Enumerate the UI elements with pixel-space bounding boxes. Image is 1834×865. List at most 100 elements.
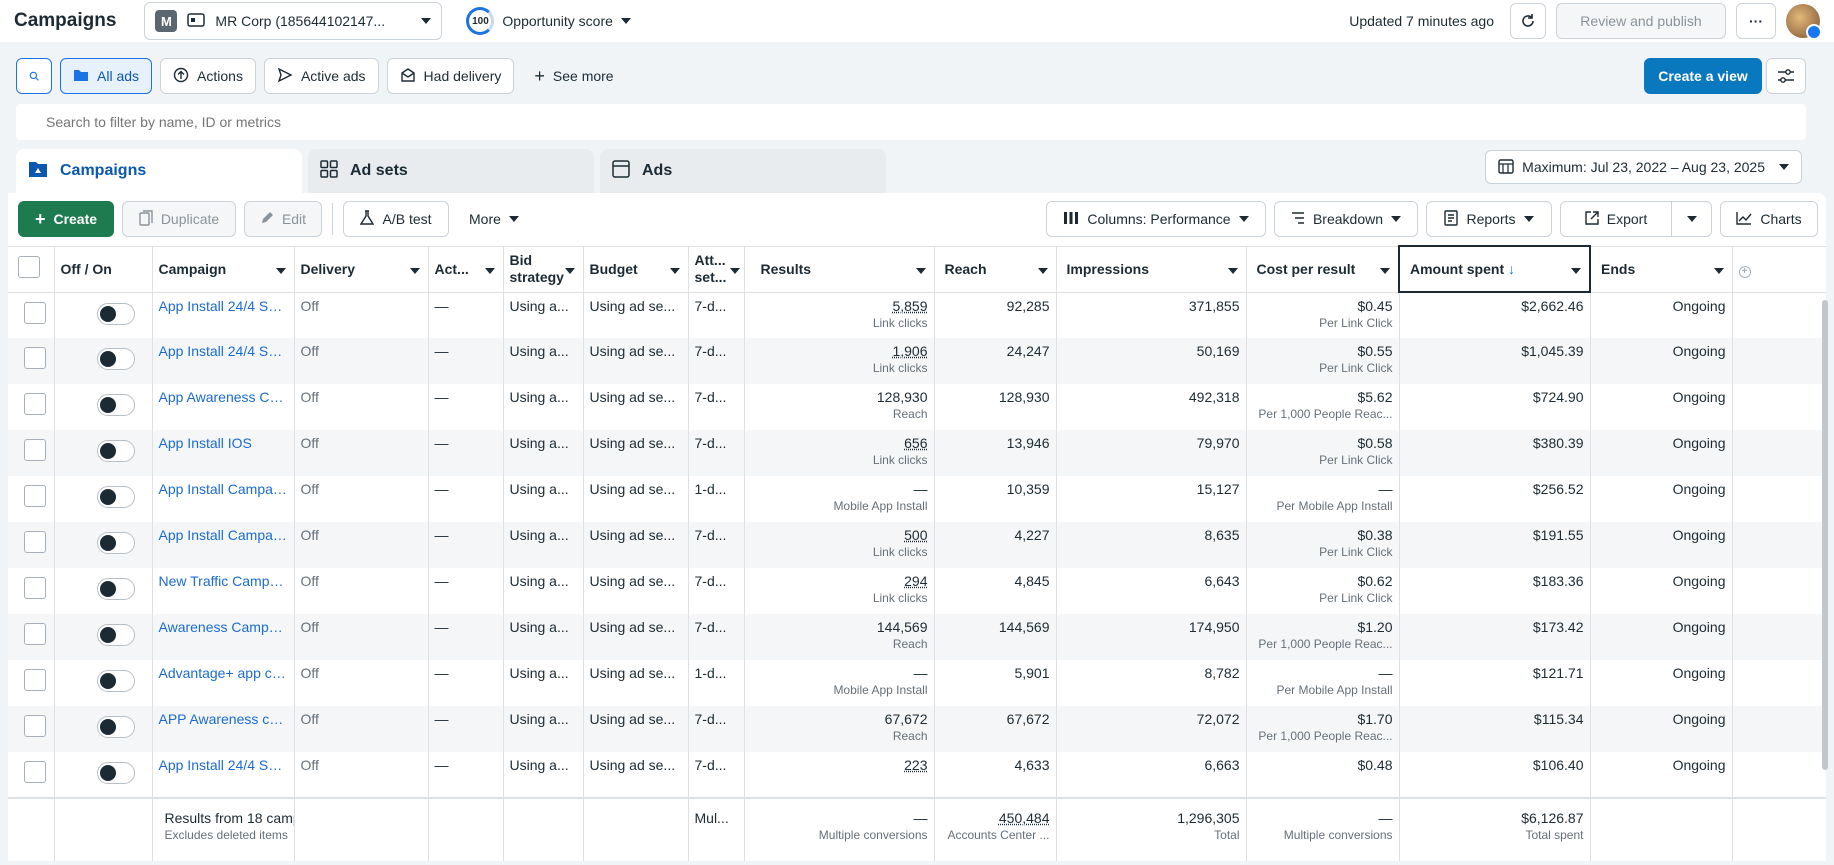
chevron-down-icon (409, 267, 420, 274)
export-options-button[interactable] (1672, 201, 1712, 237)
chevron-down-icon (915, 267, 926, 274)
col-cost-per-result[interactable]: Cost per result (1246, 245, 1400, 293)
search-toggle-button[interactable] (16, 58, 52, 94)
row-checkbox[interactable] (24, 301, 46, 324)
campaign-name[interactable]: App Install 24/4 SK -... (152, 752, 295, 798)
campaign-toggle[interactable] (96, 394, 135, 416)
row-checkbox[interactable] (24, 761, 46, 783)
table-row[interactable]: App Install Campaig... Off — Using a... Usin… (8, 476, 1826, 522)
table-row[interactable]: App Install 24/4 SK -... Off — Using a... Us… (8, 338, 1826, 384)
export-button[interactable]: Export (1560, 201, 1672, 237)
row-checkbox[interactable] (24, 715, 46, 737)
campaign-name[interactable]: Awareness Campaig... (152, 614, 295, 660)
campaign-name[interactable]: App Install 24/4 SK -... (152, 338, 295, 384)
table-row[interactable]: App Install Campaig... Off — Using a... Usin… (8, 522, 1826, 568)
row-checkbox[interactable] (24, 577, 46, 599)
table-row[interactable]: New Traffic Campaig... Off — Using a... Usin… (8, 568, 1826, 614)
breakdown-button[interactable]: Breakdown (1274, 201, 1418, 237)
campaign-name[interactable]: App Awareness Cam... (152, 384, 295, 430)
col-attribution[interactable]: Att... set... (688, 245, 745, 293)
row-checkbox[interactable] (24, 347, 46, 369)
row-checkbox[interactable] (24, 439, 46, 461)
campaign-toggle[interactable] (96, 302, 135, 325)
campaign-toggle[interactable] (96, 532, 135, 554)
filter-had-delivery[interactable]: Had delivery (386, 58, 515, 94)
see-more-button[interactable]: + See more (522, 58, 625, 94)
more-menu-button[interactable]: More (457, 201, 531, 237)
create-view-button[interactable]: Create a view (1644, 58, 1762, 94)
campaign-toggle[interactable] (96, 578, 135, 600)
table-scrollbar[interactable] (1822, 300, 1828, 770)
tab-ad-sets[interactable]: Ad sets (308, 149, 594, 193)
account-selector[interactable]: M MR Corp (185644102147... (144, 2, 443, 40)
filter-active-ads[interactable]: Active ads (263, 58, 379, 94)
campaign-name[interactable]: New Traffic Campaig... (152, 568, 295, 614)
col-amount-spent[interactable]: Amount spent ↓ (1398, 245, 1591, 293)
row-checkbox[interactable] (24, 669, 46, 691)
reports-button[interactable]: Reports (1426, 201, 1552, 237)
results-value: 5,859 (892, 297, 928, 314)
ends-cell: Ongoing (1590, 660, 1733, 706)
col-ends[interactable]: Ends (1590, 245, 1733, 293)
row-checkbox[interactable] (24, 393, 46, 415)
create-button[interactable]: + Create (18, 201, 114, 237)
col-budget[interactable]: Budget (583, 245, 689, 293)
filter-all-ads[interactable]: All ads (60, 58, 153, 94)
col-off-on[interactable]: Off / On (54, 245, 153, 293)
table-row[interactable]: APP Awareness cam... Off — Using a... Using … (8, 706, 1826, 752)
table-row[interactable]: App Install 24/4 SK -... Off — Using a... Us… (8, 292, 1826, 338)
col-bid-strategy[interactable]: Bid strategy (503, 245, 584, 293)
tab-ads[interactable]: Ads (600, 149, 886, 193)
cost-per-result-cell: $1.20 Per 1,000 People Reac... (1246, 614, 1400, 660)
row-checkbox[interactable] (24, 531, 46, 553)
table-row[interactable]: Awareness Campaig... Off — Using a... Using … (8, 614, 1826, 660)
ab-test-button[interactable]: A/B test (343, 201, 449, 237)
duplicate-button[interactable]: Duplicate (122, 201, 236, 237)
table-row[interactable]: App Install IOS Off — Using a... Using ad se… (8, 430, 1826, 476)
table-row[interactable]: Advantage+ app cam... Off — Using a... Using… (8, 660, 1826, 706)
row-checkbox[interactable] (24, 623, 46, 645)
refresh-button[interactable] (1510, 3, 1546, 39)
attribution-cell: 7-d... (688, 522, 745, 568)
campaign-name[interactable]: App Install IOS (152, 430, 295, 476)
select-all-checkbox[interactable] (18, 256, 40, 278)
columns-button[interactable]: Columns: Performance (1046, 201, 1266, 237)
search-input[interactable] (46, 114, 1776, 130)
view-settings-button[interactable] (1766, 58, 1806, 94)
campaign-toggle[interactable] (96, 624, 135, 646)
edit-button[interactable]: Edit (244, 201, 322, 237)
review-publish-button[interactable]: Review and publish (1556, 3, 1726, 39)
col-reach[interactable]: Reach (934, 245, 1057, 293)
col-actions[interactable]: Act... (428, 245, 504, 293)
opportunity-score[interactable]: 100 Opportunity score (466, 7, 631, 35)
campaign-toggle[interactable] (96, 486, 135, 508)
table-row[interactable]: App Install 24/4 SK -... Off — Using a... Us… (8, 752, 1826, 798)
avatar[interactable] (1786, 4, 1822, 40)
campaign-toggle[interactable] (96, 348, 135, 370)
campaign-name[interactable]: Advantage+ app cam... (152, 660, 295, 706)
campaign-name[interactable]: APP Awareness cam... (152, 706, 295, 752)
row-checkbox[interactable] (24, 485, 46, 507)
campaign-toggle[interactable] (96, 670, 135, 692)
col-add[interactable]: + (1732, 245, 1826, 293)
more-options-button[interactable]: ··· (1736, 3, 1776, 39)
filter-actions[interactable]: Actions (160, 58, 256, 94)
col-campaign[interactable]: Campaign (152, 245, 295, 293)
campaign-toggle[interactable] (96, 440, 135, 462)
summary-reach-value[interactable]: 450,484 (998, 810, 1050, 826)
table-row[interactable]: App Awareness Cam... Off — Using a... Using … (8, 384, 1826, 430)
campaign-toggle[interactable] (96, 762, 135, 784)
campaign-name[interactable]: App Install 24/4 SK -... (152, 292, 295, 338)
campaigns-table: Off / On Campaign Delivery Act... Bid str… (8, 245, 1826, 861)
see-more-label: See more (552, 68, 614, 84)
campaign-toggle[interactable] (96, 716, 135, 738)
col-results[interactable]: Results (744, 245, 935, 293)
col-delivery[interactable]: Delivery (294, 245, 429, 293)
campaign-name[interactable]: App Install Campaig... (152, 476, 295, 522)
campaign-name[interactable]: App Install Campaig... (152, 522, 295, 568)
col-impressions[interactable]: Impressions (1056, 245, 1247, 293)
tab-campaigns[interactable]: Campaigns (16, 149, 302, 193)
charts-button[interactable]: Charts (1720, 201, 1818, 237)
date-range-picker[interactable]: Maximum: Jul 23, 2022 – Aug 23, 2025 (1485, 150, 1802, 184)
row-toggle-cell (54, 292, 153, 338)
